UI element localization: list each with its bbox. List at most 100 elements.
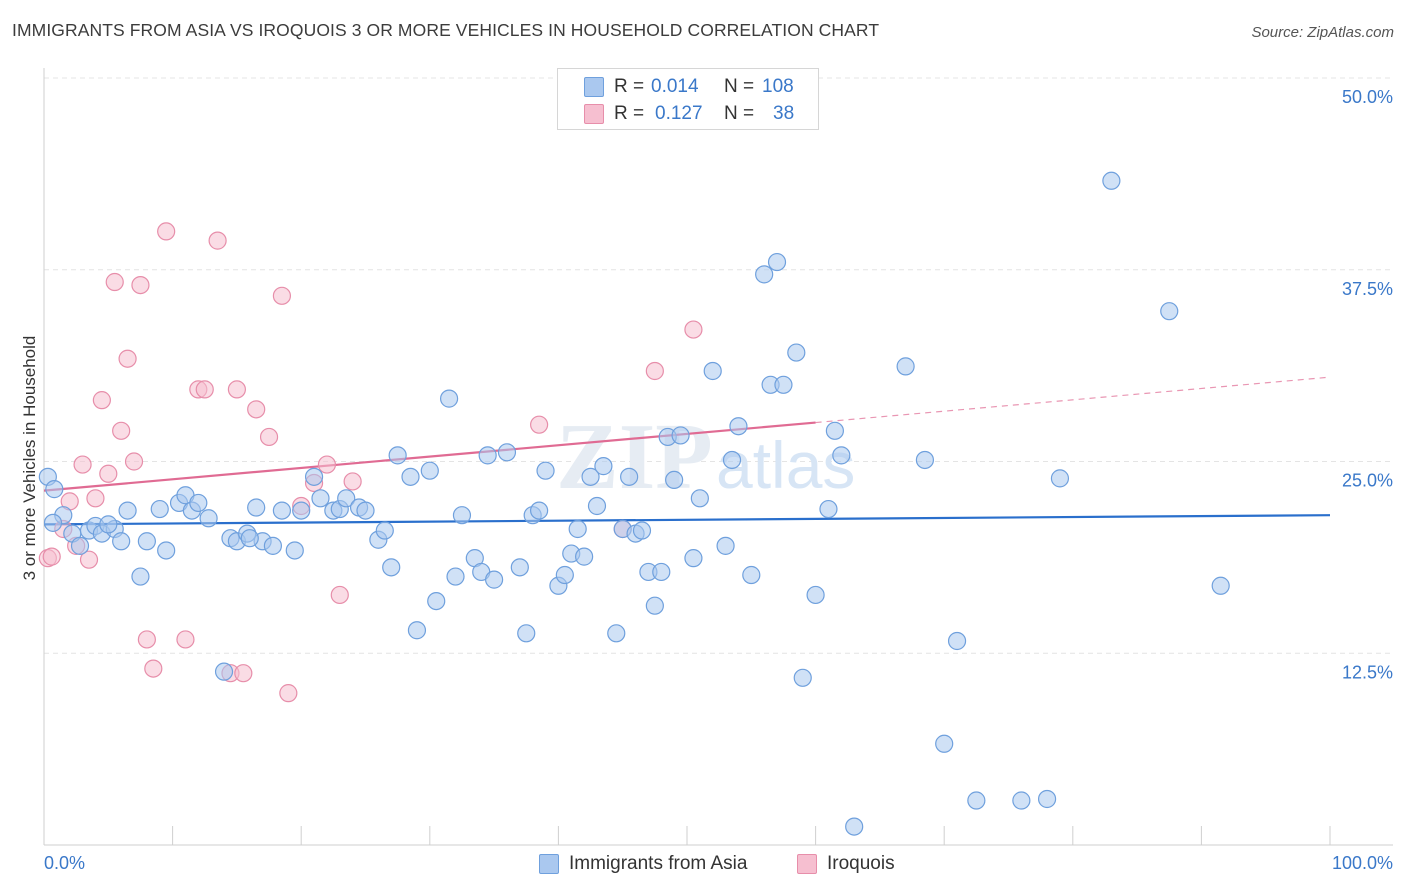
point-asia: [240, 529, 259, 548]
point-asia: [112, 532, 131, 551]
bottom-legend-label-asia: Immigrants from Asia: [569, 853, 748, 874]
point-asia: [375, 521, 394, 540]
point-asia: [420, 461, 439, 480]
legend-swatch-asia: [584, 77, 604, 97]
point-asia: [485, 570, 504, 589]
legend-r-label: R =: [614, 103, 645, 124]
legend-n-value: 108: [762, 76, 794, 97]
bottom-legend-label-iroquois: Iroquois: [827, 853, 895, 874]
point-iroquois: [272, 286, 292, 305]
point-iroquois: [124, 452, 144, 471]
point-asia: [703, 361, 722, 381]
bottom-legend-iroquois[interactable]: Iroquois: [797, 852, 917, 876]
point-asia: [150, 499, 169, 519]
point-iroquois: [92, 391, 111, 410]
point-asia: [189, 493, 208, 513]
point-asia: [536, 461, 555, 480]
point-iroquois: [530, 415, 549, 434]
point-asia: [1160, 302, 1179, 321]
point-asia: [555, 565, 574, 585]
point-iroquois: [208, 231, 227, 250]
y-tick-labels: 12.5% 25.0% 37.5% 50.0%: [1342, 87, 1393, 682]
point-asia: [45, 480, 64, 499]
point-iroquois: [79, 550, 99, 569]
point-iroquois: [137, 630, 156, 649]
point-asia: [645, 596, 664, 615]
point-asia: [587, 496, 607, 516]
point-iroquois: [176, 630, 195, 649]
legend-r-value: 0.014: [651, 76, 699, 97]
point-asia: [272, 501, 292, 520]
point-iroquois: [247, 400, 266, 419]
point-iroquois: [118, 349, 137, 368]
point-asia: [247, 498, 266, 517]
point-iroquois: [343, 472, 362, 491]
point-asia: [690, 489, 709, 508]
point-iroquois: [157, 222, 176, 241]
chart-title: IMMIGRANTS FROM ASIA VS IROQUOIS 3 OR MO…: [12, 20, 880, 40]
point-asia: [1211, 576, 1230, 595]
point-asia: [722, 450, 742, 470]
point-iroquois: [195, 380, 214, 399]
point-iroquois: [144, 659, 163, 678]
point-iroquois: [42, 547, 61, 566]
point-asia: [607, 624, 626, 643]
point-iroquois: [73, 455, 92, 474]
point-asia: [755, 265, 774, 284]
point-asia: [845, 817, 864, 836]
point-iroquois: [227, 380, 246, 399]
point-asia: [594, 457, 613, 476]
point-asia: [131, 567, 150, 586]
point-asia: [285, 541, 304, 560]
watermark-zip: ZIP: [556, 405, 713, 509]
point-asia: [478, 446, 497, 465]
trend-line-0: [43, 514, 1331, 526]
point-asia: [575, 547, 594, 566]
bottom-legend-asia[interactable]: Immigrants from Asia: [539, 852, 779, 876]
point-asia: [214, 662, 234, 681]
legend-swatch-iroquois: [584, 104, 604, 124]
point-asia: [825, 421, 844, 440]
point-asia: [774, 375, 793, 394]
legend-r-label: R =: [614, 76, 645, 97]
point-iroquois: [259, 427, 279, 447]
point-asia: [497, 443, 517, 462]
legend-n-label: N =: [724, 76, 755, 97]
data-points: [38, 171, 1230, 836]
point-asia: [671, 426, 690, 445]
point-asia: [652, 562, 671, 582]
point-asia: [729, 417, 748, 436]
legend-n-label: N =: [724, 103, 755, 124]
point-iroquois: [112, 421, 131, 440]
point-asia: [620, 467, 639, 486]
legend-row-asia: R = 0.014 N = 108: [584, 75, 814, 99]
point-asia: [581, 467, 600, 486]
point-iroquois: [279, 684, 298, 703]
stats-legend: R = 0.014 N = 108 R = 0.127 N = 38: [557, 68, 819, 130]
point-asia: [568, 519, 587, 539]
y-axis-label: 3 or more Vehicles in Household: [20, 335, 39, 581]
point-asia: [742, 565, 761, 585]
point-asia: [716, 536, 735, 555]
point-asia: [767, 252, 787, 272]
point-asia: [382, 558, 401, 577]
point-asia: [967, 791, 986, 810]
point-asia: [427, 591, 446, 611]
point-asia: [793, 668, 812, 687]
point-iroquois: [234, 664, 253, 683]
point-asia: [632, 521, 652, 540]
point-asia: [1050, 469, 1070, 488]
point-iroquois: [131, 275, 150, 295]
point-iroquois: [317, 455, 337, 474]
point-iroquois: [645, 361, 664, 381]
point-asia: [263, 536, 283, 555]
point-asia: [439, 389, 459, 408]
point-asia: [388, 446, 407, 465]
point-asia: [446, 567, 465, 586]
point-asia: [665, 470, 684, 490]
source-credit: Source: ZipAtlas.com: [1251, 24, 1394, 41]
point-iroquois: [86, 489, 105, 508]
y-tick-label: 25.0%: [1342, 471, 1393, 491]
point-asia: [356, 501, 375, 520]
